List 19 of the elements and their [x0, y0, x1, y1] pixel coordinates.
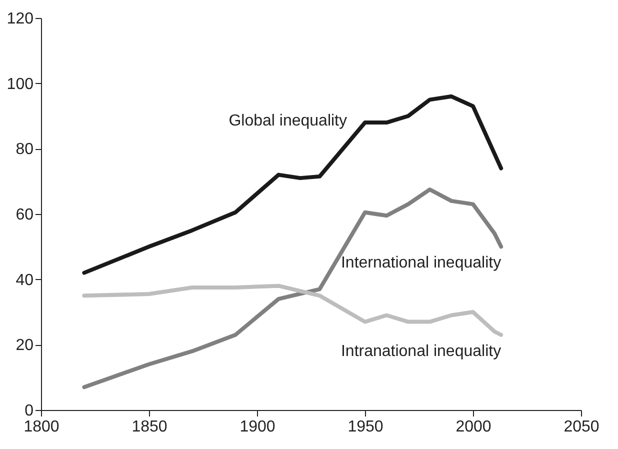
y-tick-label: 20 — [16, 337, 34, 354]
series-label: Intranational inequality — [340, 342, 502, 360]
line-series — [82, 188, 504, 390]
line-series — [82, 284, 504, 337]
y-tick-label: 120 — [6, 10, 34, 28]
y-tick-label: 80 — [16, 141, 34, 158]
x-tick-label: 2050 — [564, 418, 600, 436]
line-series — [82, 94, 504, 275]
x-tick-label: 1800 — [24, 418, 60, 436]
y-tick-label: 40 — [16, 272, 34, 289]
x-tick-label: 1900 — [240, 418, 276, 436]
series-label: Global inequality — [228, 112, 347, 130]
y-tick-label: 100 — [6, 76, 34, 93]
series-label: International inequality — [340, 254, 502, 272]
x-tick-label: 2000 — [456, 418, 492, 436]
y-tick-label: 60 — [16, 206, 34, 224]
y-tick-label: 0 — [24, 402, 34, 420]
x-tick-label: 1850 — [132, 418, 168, 436]
x-tick-label: 1950 — [348, 418, 384, 436]
